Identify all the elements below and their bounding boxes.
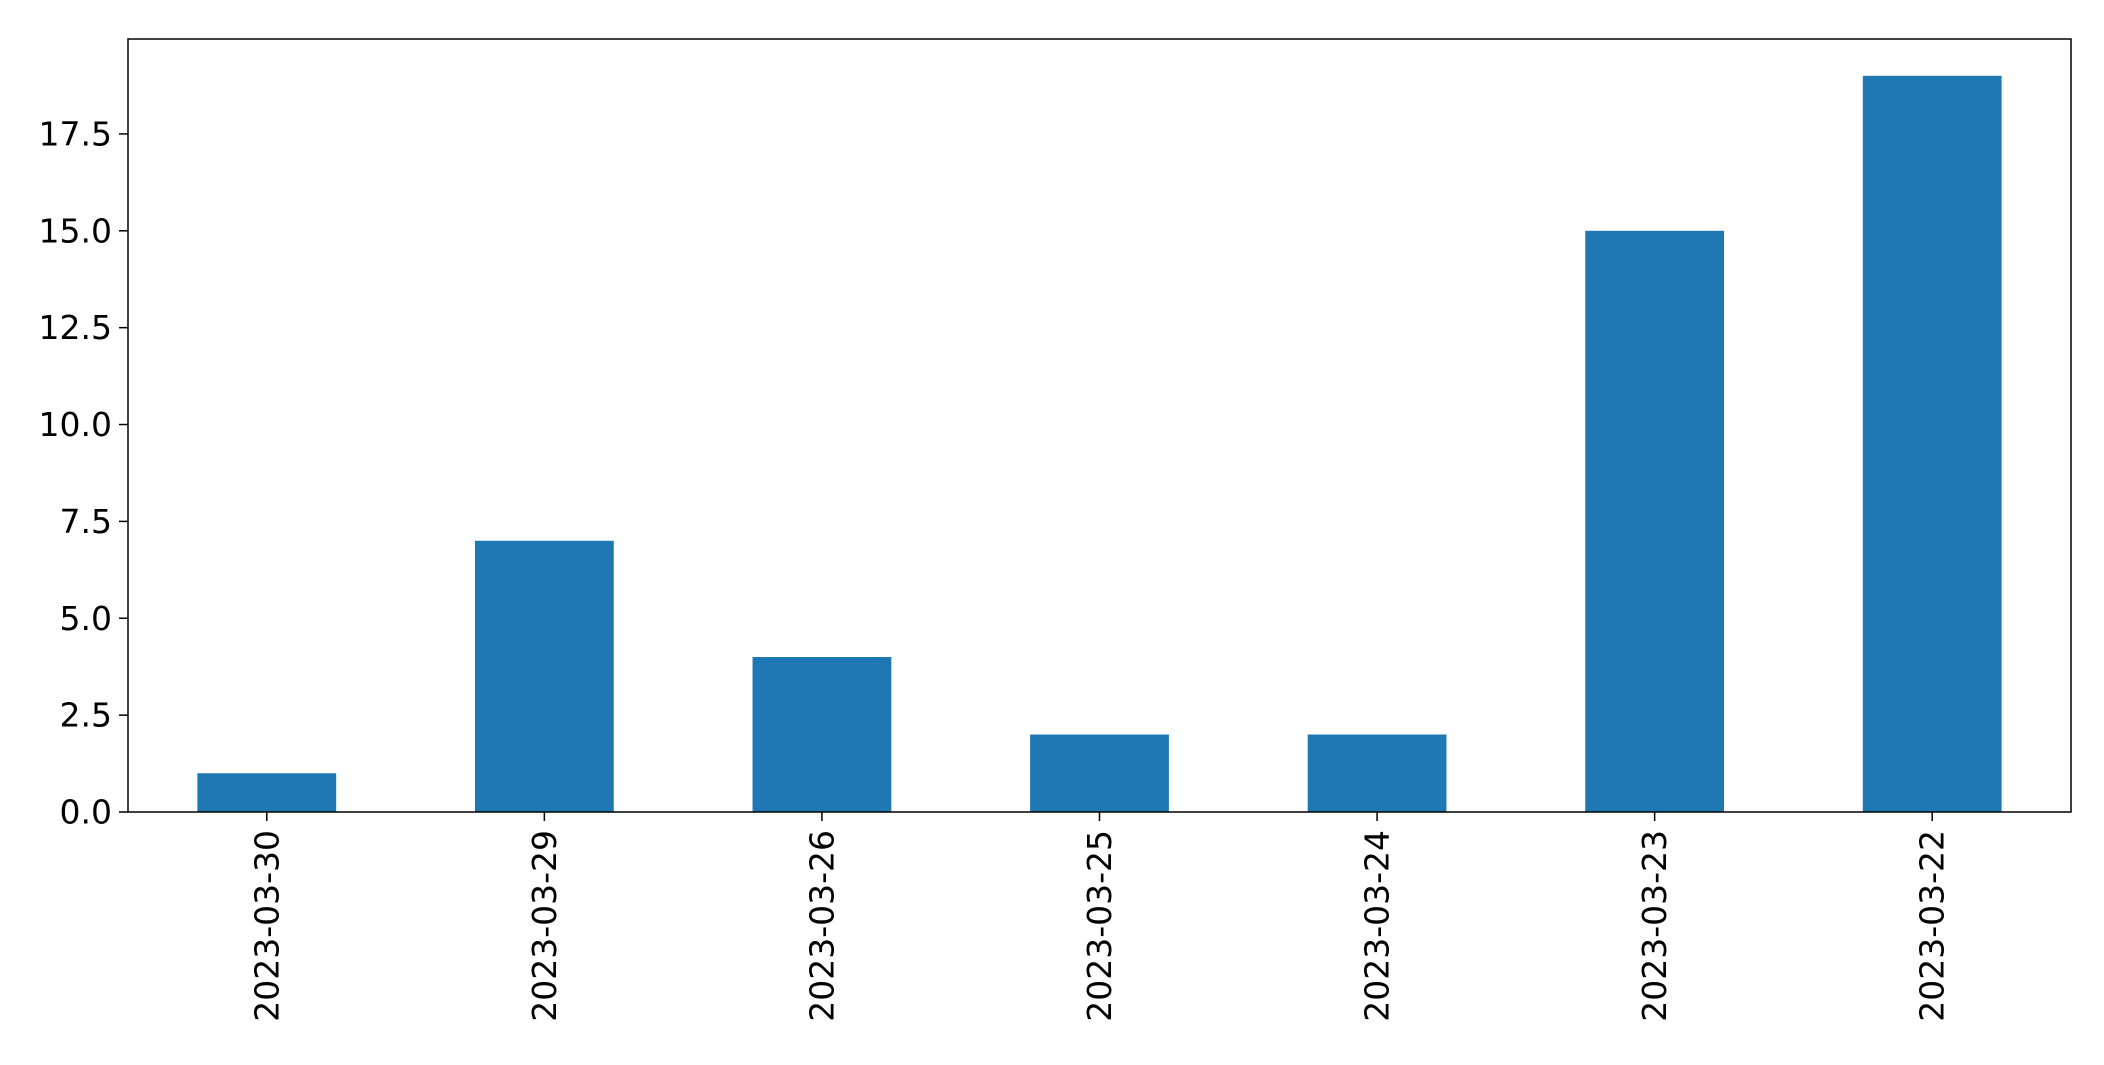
- x-tick-label: 2023-03-24: [1358, 830, 1397, 1022]
- x-tick-label: 2023-03-26: [802, 830, 841, 1022]
- y-tick-label: 12.5: [39, 308, 112, 347]
- bar-2023-03-22: [1862, 75, 2002, 813]
- y-tick-label: 15.0: [39, 211, 112, 250]
- x-tick-label: 2023-03-22: [1913, 830, 1952, 1022]
- bar-2023-03-23: [1585, 230, 1725, 812]
- y-axis: 0.0 2.5 5.0 7.5 10.0 12.5 15.0 17.5: [39, 114, 128, 832]
- bar-2023-03-26: [752, 657, 892, 812]
- y-tick-label: 2.5: [60, 696, 112, 735]
- y-tick-label: 10.0: [39, 405, 112, 444]
- bar-2023-03-25: [1030, 734, 1169, 812]
- x-axis: 2023-03-30 2023-03-29 2023-03-26 2023-03-25…: [247, 812, 1952, 1022]
- y-tick-label: 7.5: [60, 502, 112, 541]
- x-tick-label: 2023-03-29: [525, 830, 564, 1022]
- x-tick-label: 2023-03-23: [1635, 830, 1674, 1022]
- y-tick-label: 5.0: [60, 599, 112, 638]
- y-tick-label: 17.5: [39, 114, 112, 153]
- x-tick-label: 2023-03-30: [247, 830, 286, 1022]
- y-tick-label: 0.0: [60, 793, 112, 832]
- bar-2023-03-24: [1307, 734, 1447, 812]
- plot-area-frame: [127, 38, 2072, 813]
- bars-layer: [197, 75, 2002, 813]
- bar-2023-03-29: [474, 540, 614, 812]
- x-tick-label: 2023-03-25: [1080, 830, 1119, 1022]
- bar-2023-03-30: [197, 773, 337, 812]
